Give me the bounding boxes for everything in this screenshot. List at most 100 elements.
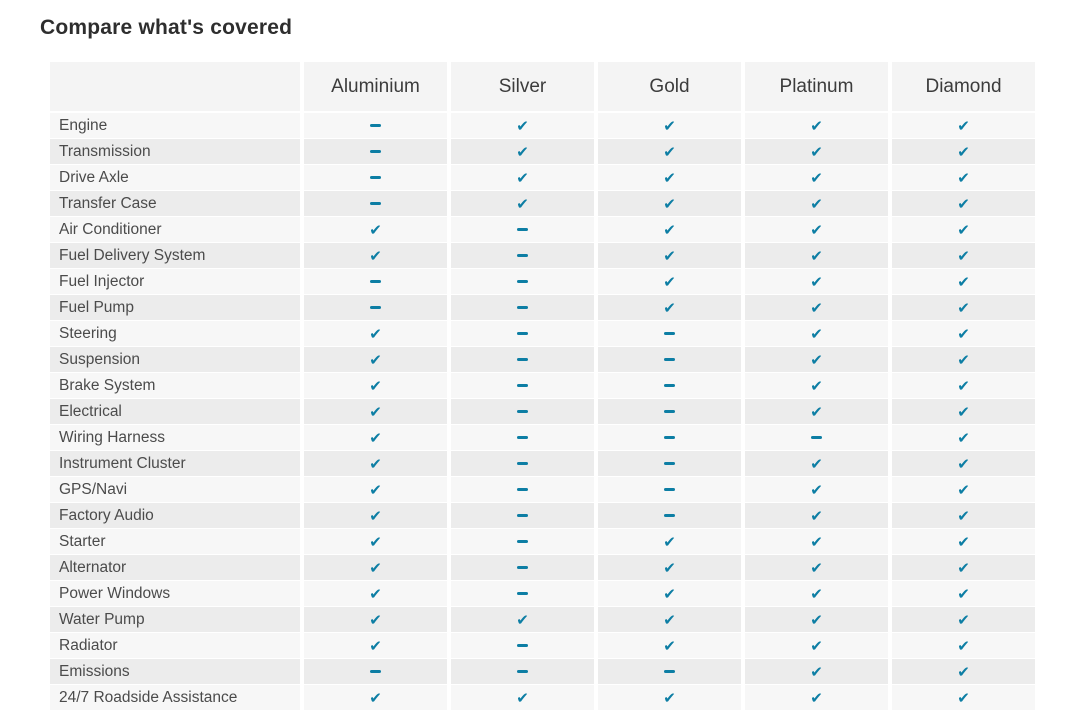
check-icon: ✔: [957, 428, 970, 447]
check-icon: ✔: [957, 688, 970, 707]
coverage-cell: ✔: [594, 295, 741, 321]
dash-icon: [517, 331, 528, 336]
feature-label: GPS/Navi: [50, 477, 300, 503]
dash-icon: [370, 123, 381, 128]
coverage-cell: ✔: [888, 139, 1035, 165]
check-icon: ✔: [957, 324, 970, 343]
coverage-cell: [594, 347, 741, 373]
dash-icon: [370, 305, 381, 310]
column-header-silver: Silver: [447, 62, 594, 113]
check-icon: ✔: [663, 168, 676, 187]
check-icon: ✔: [957, 350, 970, 369]
coverage-cell: [300, 295, 447, 321]
coverage-cell: ✔: [300, 347, 447, 373]
column-header-gold: Gold: [594, 62, 741, 113]
coverage-cell: [594, 659, 741, 685]
feature-column-header: [50, 62, 300, 113]
feature-label: Transfer Case: [50, 191, 300, 217]
coverage-cell: ✔: [741, 659, 888, 685]
column-header-diamond: Diamond: [888, 62, 1035, 113]
check-icon: ✔: [810, 506, 823, 525]
coverage-cell: ✔: [300, 477, 447, 503]
coverage-cell: ✔: [594, 139, 741, 165]
table-row: Transmission ✔ ✔ ✔ ✔: [50, 139, 1035, 165]
check-icon: ✔: [957, 194, 970, 213]
check-icon: ✔: [663, 298, 676, 317]
coverage-cell: ✔: [741, 581, 888, 607]
coverage-cell: ✔: [741, 113, 888, 139]
coverage-cell: ✔: [300, 529, 447, 555]
coverage-cell: ✔: [741, 295, 888, 321]
check-icon: ✔: [810, 272, 823, 291]
feature-label: Electrical: [50, 399, 300, 425]
table-row: Power Windows ✔ ✔ ✔ ✔: [50, 581, 1035, 607]
check-icon: ✔: [663, 558, 676, 577]
feature-label: 24/7 Roadside Assistance: [50, 685, 300, 711]
coverage-cell: ✔: [888, 347, 1035, 373]
check-icon: ✔: [810, 662, 823, 681]
dash-icon: [664, 487, 675, 492]
table-row: Emissions ✔ ✔: [50, 659, 1035, 685]
check-icon: ✔: [957, 272, 970, 291]
check-icon: ✔: [369, 428, 382, 447]
coverage-cell: ✔: [888, 269, 1035, 295]
check-icon: ✔: [810, 532, 823, 551]
dash-icon: [517, 279, 528, 284]
coverage-cell: ✔: [447, 139, 594, 165]
check-icon: ✔: [810, 454, 823, 473]
coverage-cell: [447, 477, 594, 503]
check-icon: ✔: [810, 246, 823, 265]
table-row: Fuel Pump ✔ ✔ ✔: [50, 295, 1035, 321]
check-icon: ✔: [810, 350, 823, 369]
coverage-cell: ✔: [300, 451, 447, 477]
coverage-cell: ✔: [594, 581, 741, 607]
feature-label: Fuel Pump: [50, 295, 300, 321]
dash-icon: [517, 227, 528, 232]
coverage-cell: ✔: [741, 243, 888, 269]
dash-icon: [517, 409, 528, 414]
check-icon: ✔: [369, 402, 382, 421]
coverage-cell: [447, 269, 594, 295]
coverage-cell: ✔: [888, 659, 1035, 685]
check-icon: ✔: [810, 558, 823, 577]
coverage-cell: ✔: [741, 165, 888, 191]
check-icon: ✔: [810, 116, 823, 135]
coverage-cell: [447, 503, 594, 529]
column-header-aluminium: Aluminium: [300, 62, 447, 113]
feature-label: Power Windows: [50, 581, 300, 607]
dash-icon: [811, 435, 822, 440]
table-row: 24/7 Roadside Assistance ✔ ✔ ✔ ✔ ✔: [50, 685, 1035, 711]
dash-icon: [517, 669, 528, 674]
coverage-cell: ✔: [594, 633, 741, 659]
coverage-cell: ✔: [888, 451, 1035, 477]
table-row: Brake System ✔ ✔ ✔: [50, 373, 1035, 399]
coverage-cell: [447, 425, 594, 451]
coverage-cell: ✔: [888, 503, 1035, 529]
coverage-cell: [594, 321, 741, 347]
coverage-cell: ✔: [741, 451, 888, 477]
coverage-cell: ✔: [888, 529, 1035, 555]
coverage-cell: ✔: [888, 581, 1035, 607]
check-icon: ✔: [957, 298, 970, 317]
check-icon: ✔: [369, 376, 382, 395]
coverage-cell: ✔: [888, 373, 1035, 399]
feature-label: Water Pump: [50, 607, 300, 633]
coverage-cell: [300, 659, 447, 685]
coverage-cell: ✔: [300, 503, 447, 529]
coverage-cell: [447, 555, 594, 581]
coverage-cell: ✔: [741, 217, 888, 243]
check-icon: ✔: [957, 610, 970, 629]
table-row: Electrical ✔ ✔ ✔: [50, 399, 1035, 425]
coverage-cell: [447, 347, 594, 373]
coverage-cell: ✔: [741, 399, 888, 425]
coverage-cell: ✔: [888, 165, 1035, 191]
dash-icon: [517, 565, 528, 570]
feature-label: Radiator: [50, 633, 300, 659]
check-icon: ✔: [663, 584, 676, 603]
dash-icon: [517, 253, 528, 258]
coverage-cell: ✔: [300, 321, 447, 347]
feature-label: Emissions: [50, 659, 300, 685]
check-icon: ✔: [516, 168, 529, 187]
table-row: GPS/Navi ✔ ✔ ✔: [50, 477, 1035, 503]
check-icon: ✔: [810, 480, 823, 499]
